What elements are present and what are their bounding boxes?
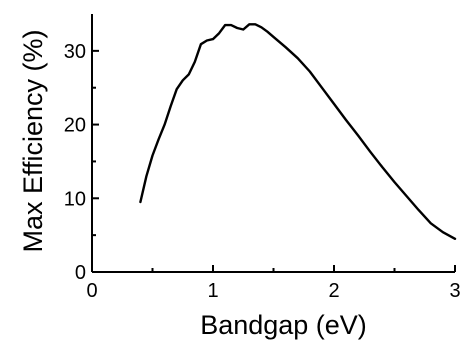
x-axis-ticks: 0 1 2 3 xyxy=(86,265,461,302)
x-axis-title: Bandgap (eV) xyxy=(200,310,367,340)
x-tick-label: 1 xyxy=(207,280,218,302)
x-tick-label: 3 xyxy=(449,280,460,302)
y-axis-ticks: 0 10 20 30 xyxy=(64,41,99,284)
y-tick-label: 0 xyxy=(75,262,86,284)
efficiency-curve xyxy=(139,23,457,240)
x-tick-label: 0 xyxy=(86,280,97,302)
series-group xyxy=(139,23,457,240)
axes xyxy=(91,14,455,273)
x-tick-label: 2 xyxy=(328,280,339,302)
y-axis-title: Max Efficiency (%) xyxy=(18,29,48,252)
y-tick-label: 10 xyxy=(64,188,86,210)
y-tick-label: 30 xyxy=(64,41,86,63)
y-tick-label: 20 xyxy=(64,115,86,137)
